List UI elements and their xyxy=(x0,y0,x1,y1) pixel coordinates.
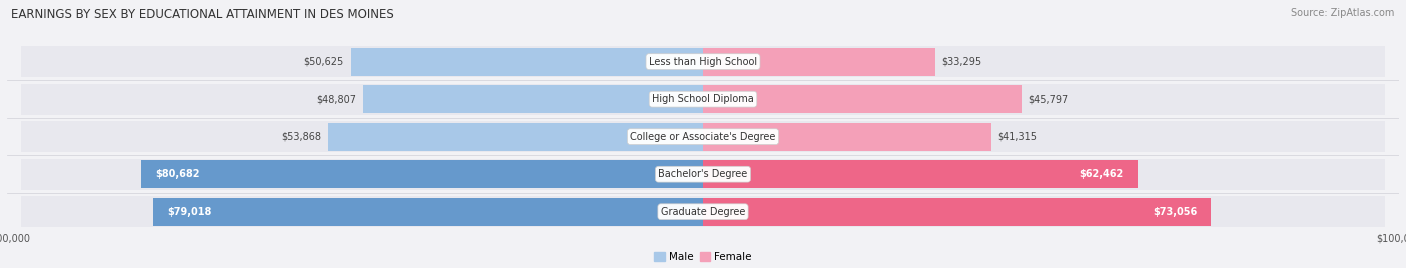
Bar xyxy=(21,159,1385,189)
Text: High School Diploma: High School Diploma xyxy=(652,94,754,104)
Bar xyxy=(703,85,1022,113)
Bar xyxy=(363,85,703,113)
Text: $45,797: $45,797 xyxy=(1029,94,1069,104)
Bar xyxy=(21,121,1385,152)
Bar xyxy=(21,196,1385,227)
Text: $73,056: $73,056 xyxy=(1153,207,1198,217)
Text: EARNINGS BY SEX BY EDUCATIONAL ATTAINMENT IN DES MOINES: EARNINGS BY SEX BY EDUCATIONAL ATTAINMEN… xyxy=(11,8,394,21)
Bar xyxy=(153,198,703,226)
Text: $33,295: $33,295 xyxy=(942,57,981,67)
Text: $79,018: $79,018 xyxy=(167,207,211,217)
Text: Less than High School: Less than High School xyxy=(650,57,756,67)
Bar xyxy=(142,160,703,188)
Text: $48,807: $48,807 xyxy=(316,94,356,104)
Text: Bachelor's Degree: Bachelor's Degree xyxy=(658,169,748,179)
Bar xyxy=(328,123,703,151)
Bar xyxy=(21,46,1385,77)
Text: Source: ZipAtlas.com: Source: ZipAtlas.com xyxy=(1291,8,1395,18)
Text: $53,868: $53,868 xyxy=(281,132,321,142)
Bar xyxy=(703,48,935,76)
Text: $50,625: $50,625 xyxy=(304,57,343,67)
Legend: Male, Female: Male, Female xyxy=(650,248,756,267)
Text: $62,462: $62,462 xyxy=(1080,169,1123,179)
Text: Graduate Degree: Graduate Degree xyxy=(661,207,745,217)
Bar xyxy=(350,48,703,76)
Bar xyxy=(21,84,1385,114)
Bar xyxy=(703,160,1137,188)
Bar xyxy=(703,123,991,151)
Bar xyxy=(703,198,1212,226)
Text: College or Associate's Degree: College or Associate's Degree xyxy=(630,132,776,142)
Text: $41,315: $41,315 xyxy=(997,132,1038,142)
Text: $80,682: $80,682 xyxy=(156,169,200,179)
